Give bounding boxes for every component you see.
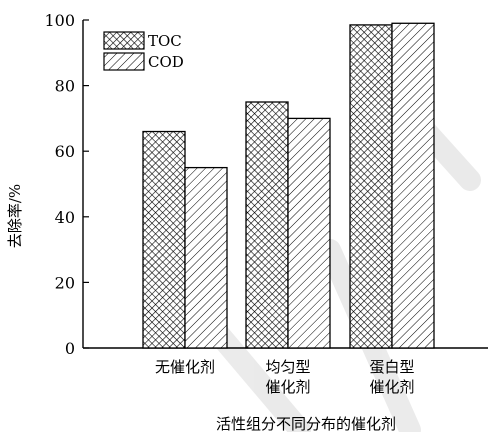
y-tick-label: 80 — [55, 77, 75, 96]
y-tick-label: 60 — [55, 142, 75, 161]
legend: TOC COD — [103, 31, 184, 71]
bar-toc-1 — [245, 101, 289, 349]
x-tick-label: 均匀型 — [265, 358, 310, 376]
bars — [142, 22, 435, 349]
x-tick-label: 无催化剂 — [155, 358, 215, 376]
x-tick-label: 蛋白型 — [369, 358, 414, 376]
bar-cod-2 — [391, 22, 435, 349]
y-tick-label: 40 — [55, 208, 75, 227]
bar-cod-0 — [184, 166, 228, 349]
x-tick-label: 催化剂 — [369, 378, 414, 396]
y-tick-label: 0 — [65, 339, 75, 358]
bar-toc-2 — [349, 24, 393, 349]
y-tick-label: 100 — [44, 11, 75, 30]
y-tick-label: 20 — [55, 273, 75, 292]
legend-label-toc: TOC — [148, 32, 182, 50]
legend-swatch-toc — [103, 31, 145, 50]
legend-label-cod: COD — [148, 53, 184, 71]
bar-toc-0 — [142, 130, 186, 349]
bar-cod-1 — [287, 117, 331, 349]
x-tick-label: 催化剂 — [265, 378, 310, 396]
x-axis-title: 活性组分不同分布的催化剂 — [216, 415, 396, 432]
y-axis-title: 去除率/% — [6, 184, 24, 248]
legend-swatch-cod — [103, 52, 145, 71]
